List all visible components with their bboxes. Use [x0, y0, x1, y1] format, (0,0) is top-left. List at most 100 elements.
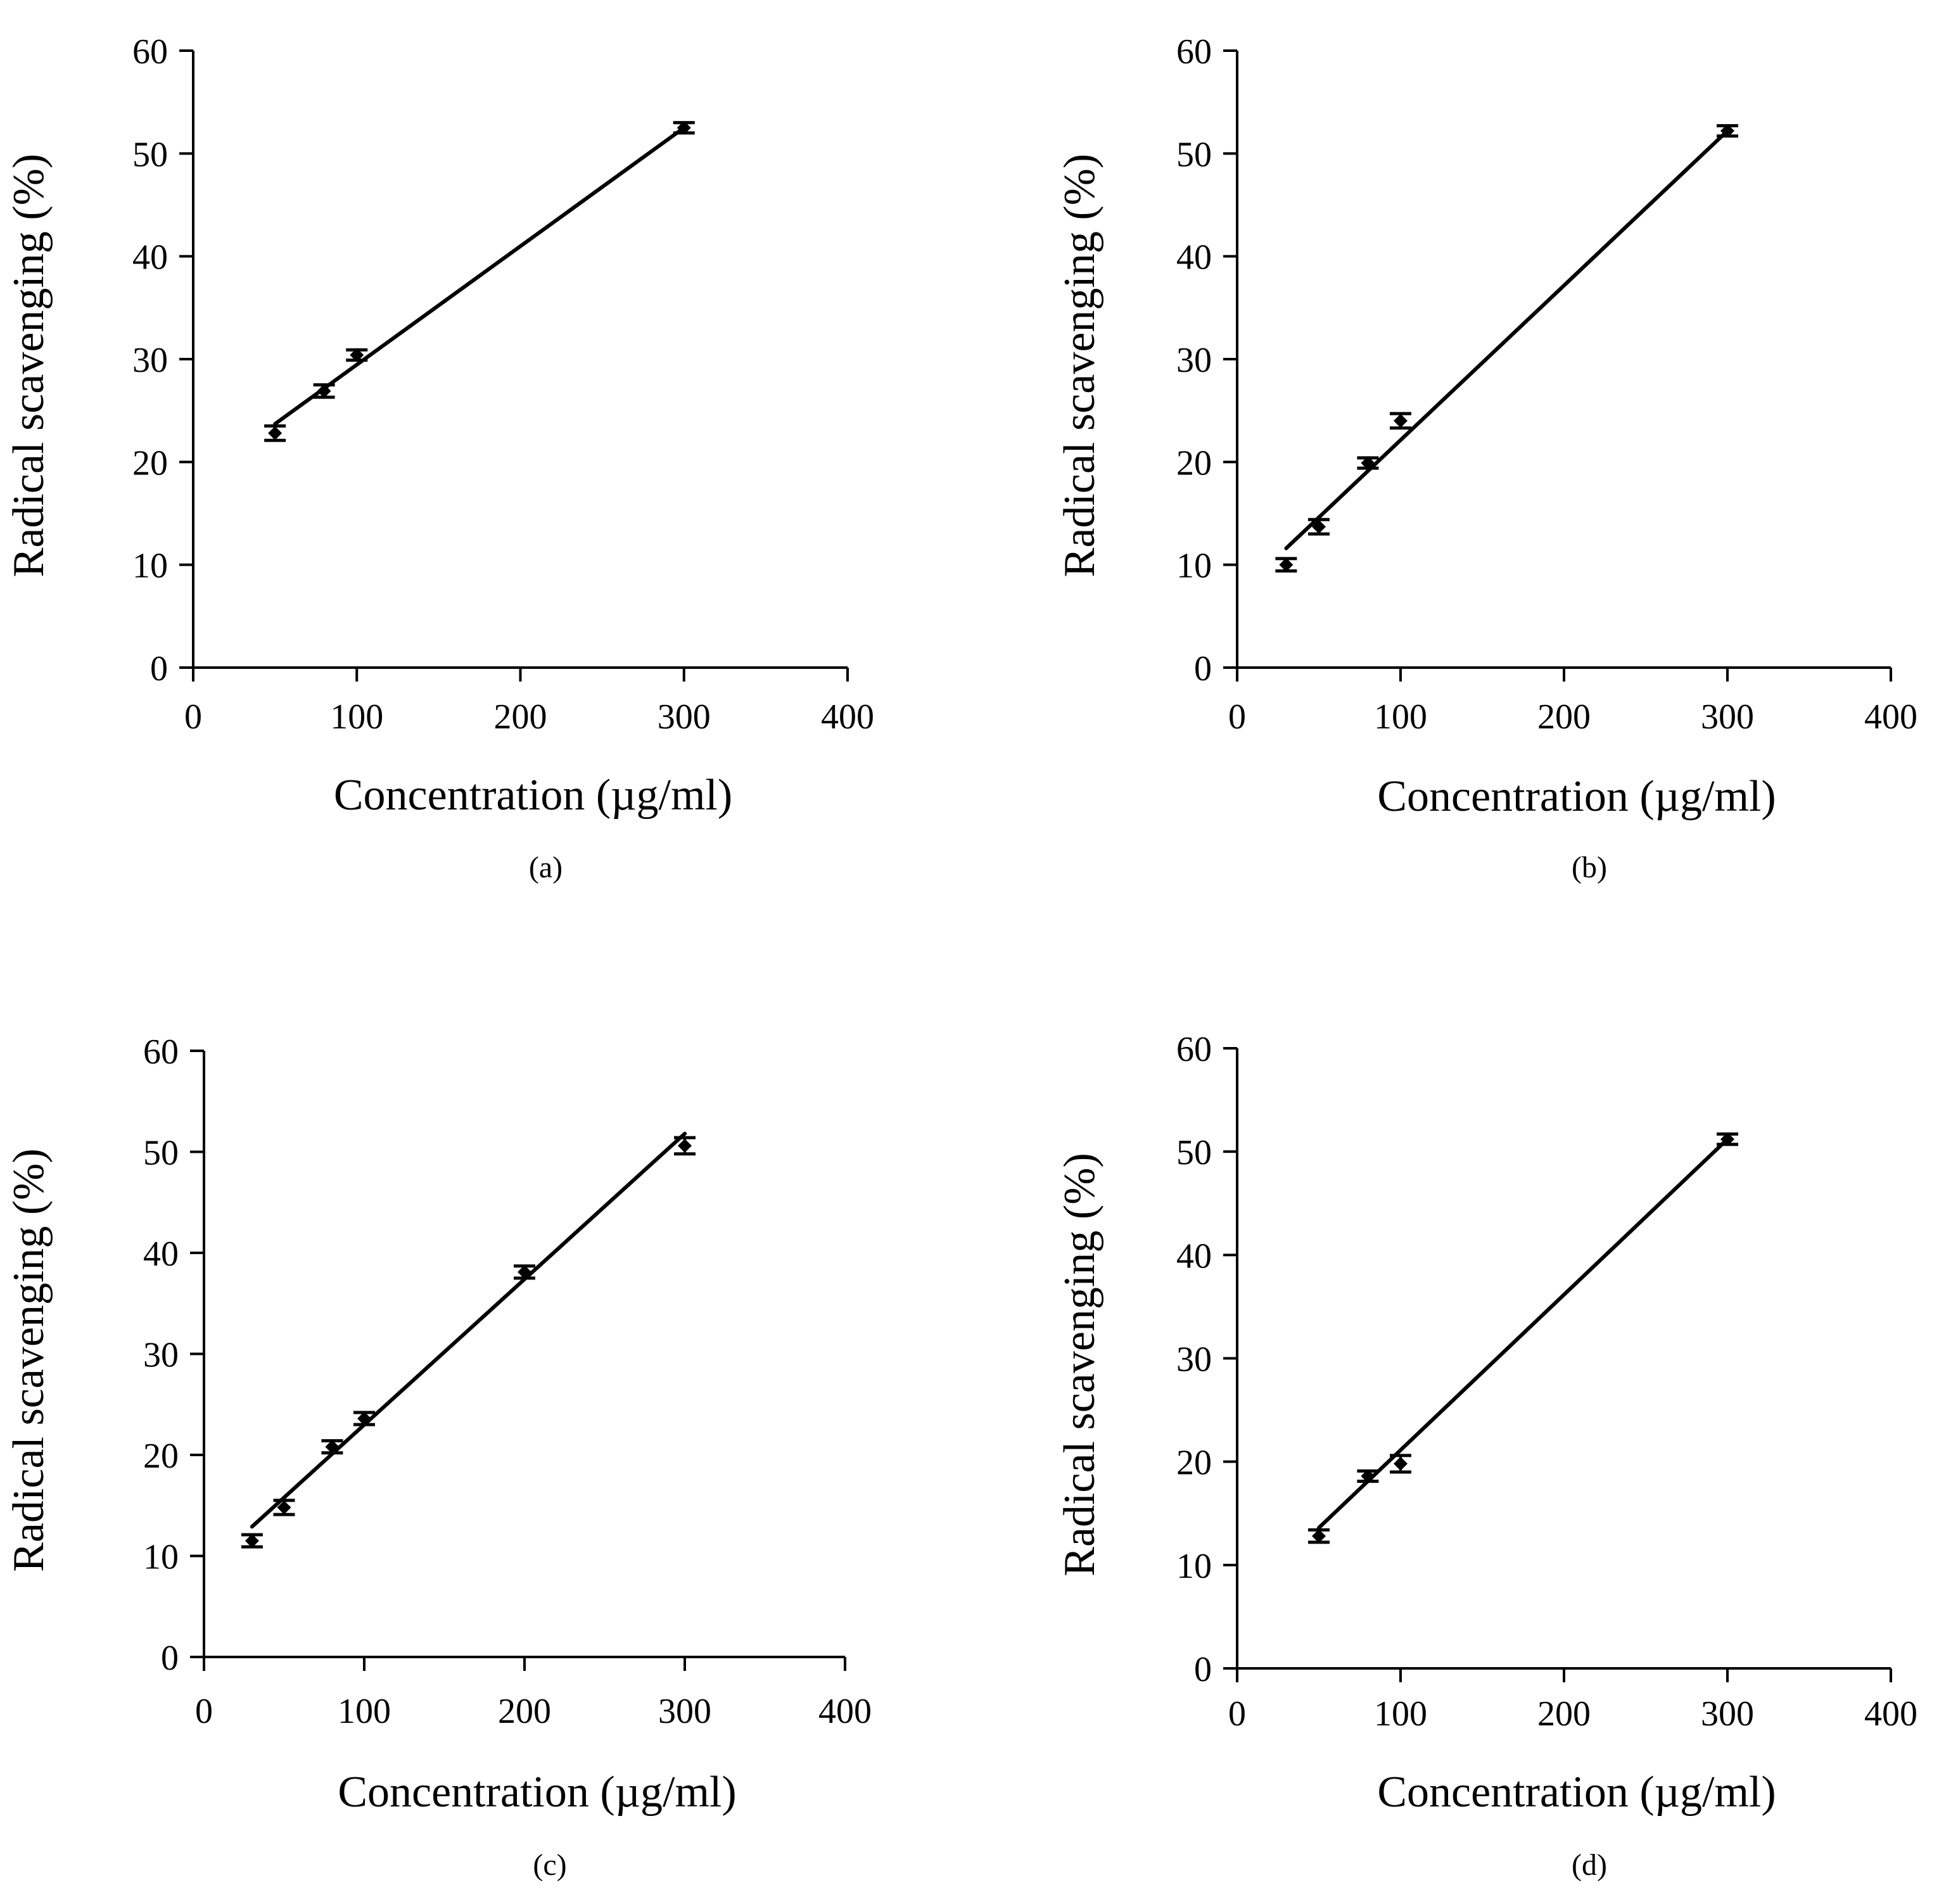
x-tick-label: 100 — [330, 697, 383, 737]
data-point-group — [1357, 455, 1379, 470]
x-tick-label: 0 — [1228, 697, 1246, 737]
x-tick-label: 100 — [1374, 1694, 1427, 1734]
data-point — [677, 120, 691, 135]
y-axis-title: Radical scavenging (%) — [4, 1148, 53, 1572]
data-point — [1394, 414, 1408, 428]
data-point-group — [673, 120, 695, 135]
y-tick-label: 10 — [1176, 1547, 1212, 1586]
x-tick-label: 100 — [1374, 697, 1427, 737]
data-point-group — [353, 1411, 375, 1426]
y-tick-label: 10 — [1176, 547, 1212, 586]
data-point — [1720, 124, 1734, 138]
y-tick-label: 20 — [143, 1437, 179, 1476]
trendline — [1284, 129, 1729, 550]
y-tick-label: 30 — [1176, 341, 1212, 380]
x-tick-label: 300 — [1701, 1694, 1754, 1734]
data-point — [1361, 455, 1375, 470]
x-axis-title: Concentration (µg/ml) — [334, 771, 732, 820]
data-point-group — [1275, 557, 1297, 573]
data-point-group — [321, 1439, 343, 1455]
data-point — [245, 1533, 259, 1548]
data-point — [678, 1138, 692, 1153]
chart-panel-c: 0 10 20 30 40 50 60 0 100 200 300 400 Concentration … — [4, 1032, 872, 1882]
data-point — [1312, 519, 1326, 534]
x-tick-label: 200 — [498, 1692, 551, 1731]
data-point — [277, 1500, 291, 1514]
x-axis-title: Concentration (µg/ml) — [1377, 772, 1776, 821]
data-point — [317, 384, 331, 398]
y-tick-label: 0 — [150, 649, 168, 689]
x-tick-label: 300 — [658, 1692, 711, 1731]
data-point — [518, 1265, 531, 1279]
y-tick-label: 20 — [132, 443, 168, 483]
y-tick-label: 10 — [132, 547, 168, 586]
data-point — [1394, 1456, 1408, 1471]
data-point — [1279, 557, 1294, 572]
data-point-group — [1308, 1528, 1330, 1544]
y-tick-label: 60 — [132, 32, 168, 72]
chart-panel-d: 0 10 20 30 40 50 60 0 100 200 300 400 Concentration … — [1055, 1030, 1917, 1882]
data-point — [357, 1411, 371, 1426]
x-tick-label: 400 — [1864, 697, 1917, 737]
data-point-group — [264, 424, 286, 442]
y-tick-label: 40 — [132, 238, 168, 277]
y-tick-label: 40 — [1176, 238, 1212, 277]
y-tick-label: 0 — [161, 1639, 179, 1678]
data-point — [325, 1440, 340, 1454]
y-tick-label: 20 — [1176, 1444, 1212, 1483]
y-tick-label: 50 — [132, 135, 168, 174]
y-tick-label: 30 — [1176, 1340, 1212, 1380]
x-tick-label: 200 — [494, 697, 547, 737]
x-tick-label: 400 — [818, 1692, 872, 1731]
data-point-group — [1717, 1132, 1738, 1146]
data-point-group — [1717, 124, 1738, 138]
y-tick-label: 0 — [1194, 1650, 1212, 1689]
trendline — [1317, 1137, 1729, 1530]
y-tick-label: 50 — [1176, 1133, 1212, 1172]
y-tick-label: 40 — [1176, 1236, 1212, 1276]
y-tick-label: 20 — [1176, 443, 1212, 483]
data-point-group — [1357, 1469, 1379, 1483]
x-tick-label: 300 — [1701, 697, 1754, 737]
x-tick-label: 200 — [1537, 1694, 1591, 1734]
y-tick-label: 50 — [1176, 135, 1212, 174]
y-tick-label: 10 — [143, 1538, 179, 1577]
x-tick-label: 200 — [1537, 697, 1591, 737]
panel-label: (a) — [529, 851, 563, 884]
y-tick-label: 60 — [1176, 1030, 1212, 1069]
data-point — [268, 426, 283, 440]
trendline — [273, 125, 686, 426]
data-point-group — [674, 1136, 696, 1156]
x-axis-title: Concentration (µg/ml) — [338, 1768, 736, 1817]
y-tick-label: 40 — [143, 1234, 179, 1274]
data-point-group — [273, 1499, 295, 1516]
chart-panel-b: 0 10 20 30 40 50 60 0 100 200 300 400 Concentration … — [1055, 32, 1917, 884]
y-tick-label: 30 — [132, 341, 168, 380]
chart-panel-a: 0 10 20 30 40 50 60 0 100 200 300 400 Concentration … — [4, 32, 874, 884]
data-point-group — [1308, 517, 1330, 536]
x-tick-label: 400 — [821, 697, 874, 737]
data-point-group — [346, 348, 368, 362]
x-tick-label: 300 — [658, 697, 711, 737]
y-tick-label: 60 — [143, 1032, 179, 1072]
data-point — [1312, 1529, 1326, 1544]
data-point-group — [313, 383, 335, 399]
data-point-group — [514, 1264, 535, 1280]
x-tick-label: 400 — [1864, 1694, 1917, 1734]
y-axis-title: Radical scavenging (%) — [1055, 154, 1104, 578]
data-point — [350, 348, 364, 362]
panel-label: (d) — [1572, 1848, 1607, 1882]
y-axis-title: Radical scavenging (%) — [4, 154, 53, 578]
x-tick-label: 0 — [1228, 1694, 1246, 1734]
data-point — [1361, 1469, 1375, 1483]
x-tick-label: 100 — [338, 1692, 391, 1731]
y-tick-label: 30 — [143, 1336, 179, 1375]
data-point-group — [1390, 1454, 1411, 1474]
data-point-group — [1390, 412, 1411, 430]
y-tick-label: 0 — [1194, 649, 1212, 689]
trendline — [250, 1131, 687, 1529]
panel-label: (b) — [1572, 851, 1607, 884]
data-point-group — [241, 1533, 263, 1549]
y-tick-label: 60 — [1176, 32, 1212, 72]
